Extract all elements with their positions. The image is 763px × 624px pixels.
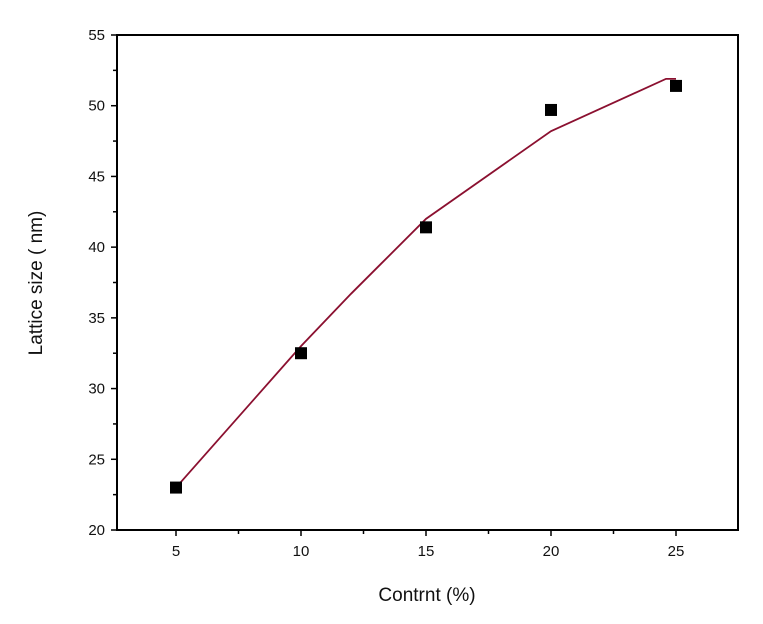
data-point — [295, 347, 307, 360]
y-tick-label: 30 — [88, 381, 105, 398]
data-point — [670, 79, 682, 92]
data-point — [545, 103, 557, 116]
x-tick-label: 10 — [293, 543, 310, 560]
y-tick-label: 50 — [88, 98, 105, 115]
y-tick-label: 35 — [88, 310, 105, 327]
y-tick-label: 40 — [88, 239, 105, 256]
plot-frame — [116, 34, 739, 531]
y-tick-label: 20 — [88, 522, 105, 539]
x-tick-label: 25 — [668, 543, 685, 560]
x-tick-label: 5 — [172, 543, 180, 560]
data-point — [420, 221, 432, 234]
data-point — [170, 481, 182, 494]
y-tick-label: 45 — [88, 168, 105, 185]
fit-line — [175, 77, 676, 489]
x-tick-label: 15 — [418, 543, 435, 560]
marks — [170, 77, 682, 494]
x-axis-title: Contrnt (%) — [378, 585, 475, 606]
y-tick-label: 25 — [88, 451, 105, 468]
x-tick-label: 20 — [543, 543, 560, 560]
y-tick-label: 55 — [88, 27, 105, 44]
y-axis-title: Lattice size ( nm) — [26, 211, 47, 356]
